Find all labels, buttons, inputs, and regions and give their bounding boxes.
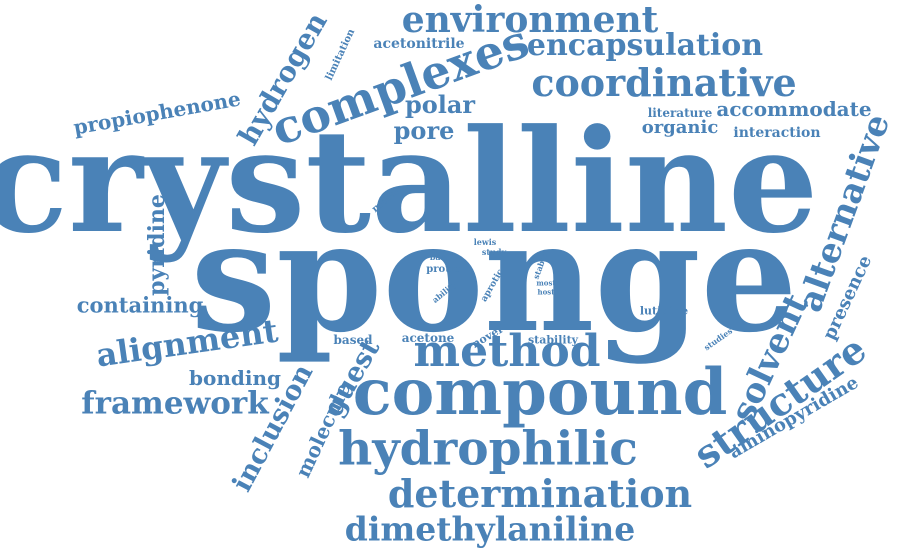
word-most: most <box>536 278 556 288</box>
word-literature: literature <box>647 106 713 120</box>
word-sponge: sponge <box>190 187 798 366</box>
word-environment: environment <box>401 0 659 41</box>
word-acetone: acetone <box>401 331 455 345</box>
word-based: based <box>333 333 373 347</box>
word-determination: determination <box>387 471 693 516</box>
word-lewis: lewis <box>473 237 497 247</box>
word-base: base <box>429 252 451 262</box>
word-dimethylaniline: dimethylaniline <box>344 509 636 549</box>
word-compound: compound <box>352 355 728 430</box>
word-lutidine: lutidine <box>639 304 689 318</box>
word-protic: protic <box>426 264 460 275</box>
word-bonding: bonding <box>189 366 281 390</box>
word-containing: containing <box>76 292 204 318</box>
word-accommodate: accommodate <box>716 97 872 121</box>
word-stability: stability <box>527 333 579 347</box>
word-host: host <box>537 287 555 297</box>
word-organic: organic <box>641 117 719 138</box>
word-study: study <box>481 247 507 257</box>
word-coordinative: coordinative <box>531 60 797 105</box>
word-interaction: interaction <box>733 125 821 141</box>
word-framework: framework <box>81 385 269 422</box>
word-crystalline: crystalline <box>0 99 819 265</box>
word-hydrophilic: hydrophilic <box>338 421 638 477</box>
word-pore: pore <box>393 116 455 145</box>
word-acetonitrile: acetonitrile <box>373 36 465 52</box>
word-polar: polar <box>404 90 476 119</box>
word-method: method <box>413 326 601 377</box>
word-pyridine: pyridine <box>144 194 170 296</box>
word-encapsulation: encapsulation <box>526 28 764 63</box>
